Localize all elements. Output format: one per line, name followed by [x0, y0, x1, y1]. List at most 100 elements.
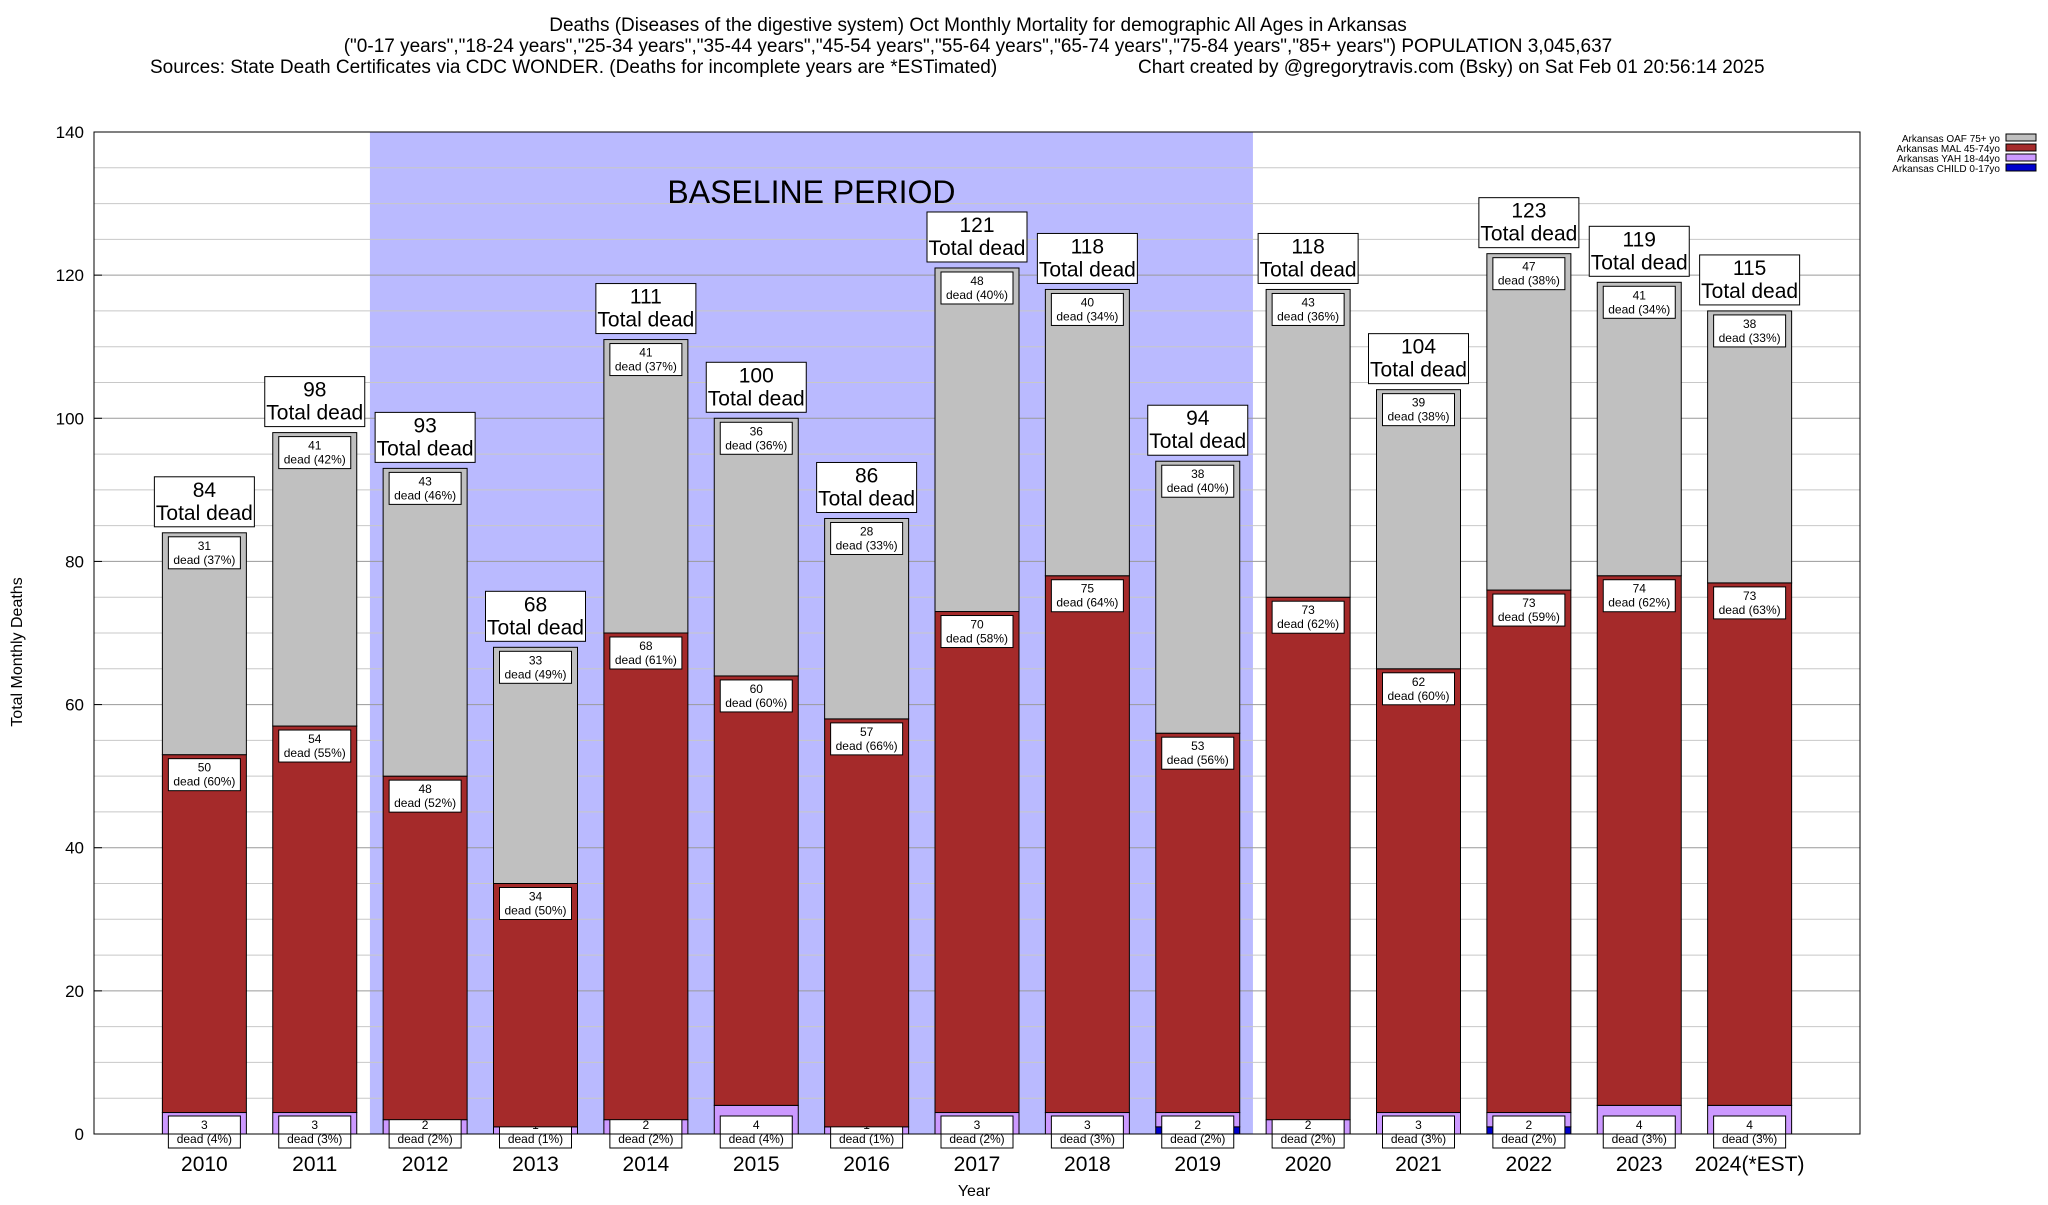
bar-segment — [1155, 460, 1241, 734]
legend-swatch — [2005, 153, 2037, 162]
segment-count-label: 4 — [1746, 1118, 1753, 1132]
segment-count-label: 50 — [198, 761, 212, 775]
segment-label-box — [940, 615, 1014, 649]
total-label-box — [1478, 197, 1580, 249]
total-value-label: 111 — [630, 286, 662, 309]
chart-credit: Chart created by @gregorytravis.com (Bsk… — [1138, 57, 1765, 78]
y-tick-label: 40 — [65, 839, 84, 858]
segment-pct-label: dead (2%) — [618, 1132, 673, 1146]
segment-count-label: 75 — [1081, 582, 1095, 596]
segment-pct-label: dead (56%) — [1167, 753, 1229, 767]
segment-count-label: 74 — [1633, 582, 1647, 596]
segment-label-box — [388, 1115, 462, 1149]
bar-segment — [713, 417, 799, 677]
segment-pct-label: dead (60%) — [725, 696, 787, 710]
segment-count-label: 62 — [1412, 675, 1426, 689]
bar-segment — [493, 646, 578, 884]
legend-label: Arkansas MAL 45-74yo — [1896, 144, 2000, 155]
segment-label-box — [499, 887, 572, 920]
segment-pct-label: dead (37%) — [173, 553, 235, 567]
segment-label-box — [1602, 579, 1676, 613]
bar-segment — [1155, 732, 1241, 1114]
total-text-label: Total dead — [156, 502, 253, 525]
total-value-label: 93 — [413, 414, 436, 437]
bar-segment — [1486, 589, 1572, 1114]
segment-count-label: 31 — [198, 539, 212, 553]
segment-pct-label: dead (64%) — [1056, 596, 1118, 610]
x-tick-label: 2017 — [954, 1153, 1001, 1176]
legend-label: Arkansas YAH 18-44yo — [1897, 154, 2000, 165]
bar-segment — [382, 467, 468, 777]
segment-pct-label: dead (42%) — [284, 453, 346, 467]
segment-pct-label: dead (2%) — [397, 1132, 452, 1146]
total-value-label: 98 — [303, 379, 326, 402]
baseline-period-label: BASELINE PERIOD — [667, 174, 955, 210]
segment-count-label: 48 — [418, 782, 432, 796]
x-tick-label: 2022 — [1506, 1153, 1553, 1176]
segment-pct-label: dead (37%) — [615, 360, 677, 374]
total-text-label: Total dead — [1260, 258, 1357, 281]
bar-segment — [713, 675, 799, 1106]
segment-pct-label: dead (63%) — [1719, 603, 1781, 617]
segment-label-box — [1161, 736, 1235, 770]
total-value-label: 118 — [1291, 235, 1324, 258]
x-tick-label: 2010 — [181, 1153, 228, 1176]
segment-label-box — [1161, 464, 1235, 498]
x-tick-label: 2020 — [1285, 1153, 1332, 1176]
segment-pct-label: dead (33%) — [1719, 331, 1781, 345]
segment-pct-label: dead (52%) — [394, 796, 456, 810]
total-text-label: Total dead — [377, 437, 474, 460]
segment-count-label: 39 — [1412, 396, 1426, 410]
total-text-label: Total dead — [597, 309, 694, 332]
segment-pct-label: dead (62%) — [1277, 617, 1339, 631]
total-value-label: 100 — [739, 364, 774, 387]
segment-pct-label: dead (2%) — [1170, 1132, 1225, 1146]
segment-label-box — [1713, 586, 1787, 620]
total-text-label: Total dead — [266, 402, 363, 425]
total-label-box — [485, 590, 586, 642]
total-label-box — [374, 411, 476, 463]
segment-pct-label: dead (46%) — [394, 488, 456, 502]
x-tick-label: 2019 — [1174, 1153, 1221, 1176]
chart-title: Deaths (Diseases of the digestive system… — [549, 15, 1406, 36]
total-label-box — [1368, 333, 1469, 385]
segment-pct-label: dead (4%) — [729, 1132, 784, 1146]
segment-count-label: 47 — [1522, 260, 1536, 274]
segment-label-box — [278, 1115, 352, 1149]
segment-count-label: 48 — [970, 274, 984, 288]
segment-pct-label: dead (34%) — [1056, 309, 1118, 323]
x-tick-label: 2021 — [1395, 1153, 1442, 1176]
total-text-label: Total dead — [929, 237, 1026, 260]
x-axis-label: Year — [958, 1183, 991, 1200]
segment-pct-label: dead (2%) — [949, 1132, 1004, 1146]
segment-pct-label: dead (61%) — [615, 653, 677, 667]
segment-label-box — [388, 471, 462, 505]
segment-label-box — [1492, 257, 1566, 291]
legend-swatch — [2005, 163, 2037, 172]
segment-label-box — [1492, 1115, 1566, 1149]
bar-segment — [1596, 281, 1682, 577]
segment-count-label: 38 — [1743, 317, 1757, 331]
y-tick-label: 0 — [75, 1125, 84, 1144]
bar-segment — [934, 611, 1020, 1114]
segment-count-label: 54 — [308, 732, 322, 746]
segment-count-label: 3 — [1415, 1118, 1422, 1132]
total-text-label: Total dead — [1039, 258, 1136, 281]
total-value-label: 121 — [959, 214, 994, 237]
segment-pct-label: dead (4%) — [177, 1132, 232, 1146]
segment-count-label: 57 — [860, 725, 874, 739]
segment-pct-label: dead (66%) — [836, 739, 898, 753]
segment-label-box — [388, 779, 462, 813]
segment-count-label: 34 — [529, 890, 543, 904]
segment-label-box — [278, 436, 352, 470]
segment-label-box — [609, 1115, 683, 1149]
segment-label-box — [1271, 1115, 1345, 1149]
segment-pct-label: dead (60%) — [1387, 689, 1449, 703]
segment-pct-label: dead (38%) — [1387, 410, 1449, 424]
total-value-label: 119 — [1623, 228, 1656, 251]
segment-label-box — [830, 722, 904, 756]
segment-label-box — [167, 758, 241, 792]
segment-label-box — [719, 1115, 793, 1149]
